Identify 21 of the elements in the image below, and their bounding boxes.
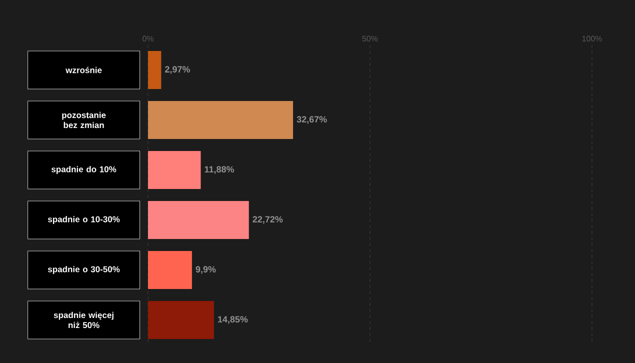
x-tick-label: 100% [582,36,602,42]
data-label: 2,97% [165,66,190,74]
data-label: 32,67% [296,116,327,124]
x-tick-label: 0% [142,36,154,42]
y-tick-label: spadnie o 30-50% [48,266,120,274]
bar [148,200,249,239]
bar [148,50,162,89]
data-label: 9,9% [196,266,216,274]
y-tick-label: spadnie więcej niż 50% [54,312,114,328]
x-tick-label: 50% [362,36,378,42]
y-tick-label: spadnie do 10% [52,166,116,174]
y-tick-label: wzrośnie [66,66,102,74]
bar [148,300,214,339]
data-label: 14,85% [218,316,248,324]
y-tick-label: pozostanie bez zmian [62,112,106,128]
data-label: 11,88% [204,166,234,174]
bar [148,100,294,139]
data-label: 22,72% [252,216,283,224]
bar [148,250,192,289]
y-tick-label: spadnie o 10-30% [48,216,120,224]
bar [148,150,201,189]
